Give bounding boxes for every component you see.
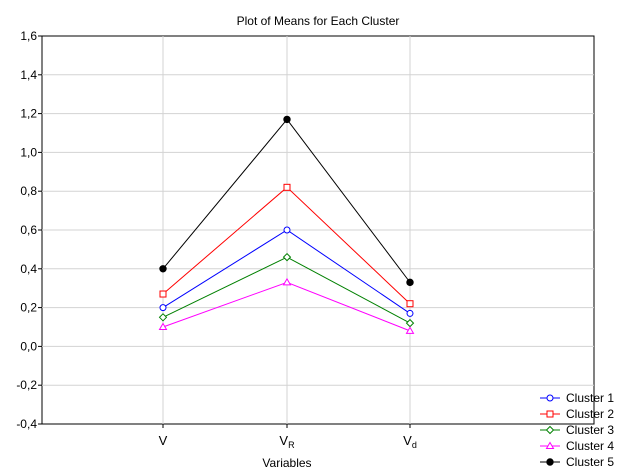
data-point <box>282 252 292 262</box>
x-axis-label: Variables <box>262 456 311 470</box>
y-tick-label: -0,4 <box>16 417 37 431</box>
series-cluster-3 <box>158 252 415 328</box>
x-tick-label-base: V <box>403 433 412 448</box>
y-tick-label: 0,2 <box>20 301 37 315</box>
series-cluster-4 <box>158 277 415 334</box>
x-tick-label-base: V <box>279 433 288 448</box>
data-point <box>159 290 167 298</box>
legend-label: Cluster 4 <box>566 439 614 453</box>
legend-marker <box>545 425 555 435</box>
y-tick-label: 1,0 <box>20 145 37 159</box>
data-point <box>283 115 291 124</box>
data-point <box>406 278 414 287</box>
data-point <box>159 265 167 273</box>
series-cluster-5 <box>159 115 414 287</box>
y-tick-label: 1,6 <box>20 29 37 43</box>
legend-item-cluster-4: Cluster 4 <box>540 439 614 453</box>
data-point <box>405 326 415 334</box>
x-axis: V VR Vd <box>159 424 417 450</box>
x-tick-label-subscript: d <box>412 440 417 450</box>
data-point <box>406 309 414 317</box>
y-tick-label: -0,2 <box>16 378 37 392</box>
data-point <box>282 277 292 286</box>
x-tick-label: Vd <box>403 433 417 450</box>
legend-marker <box>545 441 555 449</box>
legend-item-cluster-5: Cluster 5 <box>540 455 614 469</box>
series-cluster-2 <box>159 183 414 308</box>
legend-item-cluster-3: Cluster 3 <box>540 423 614 437</box>
series-cluster-1 <box>159 226 414 317</box>
legend-marker <box>546 394 554 402</box>
legend-label: Cluster 3 <box>566 423 614 437</box>
legend-marker <box>546 458 554 466</box>
y-tick-label: 0,8 <box>20 184 37 198</box>
legend-label: Cluster 1 <box>566 391 614 405</box>
data-point <box>159 304 167 312</box>
x-tick-label: V <box>159 433 168 448</box>
legend-label: Cluster 2 <box>566 407 614 421</box>
grid <box>42 36 594 424</box>
data-point <box>158 322 168 330</box>
legend-item-cluster-2: Cluster 2 <box>540 407 614 421</box>
y-axis: -0,4 -0,2 0,0 0,2 0,4 0,6 0,8 1,0 1,2 1,4 1,6 <box>16 29 42 431</box>
x-tick-label-subscript: R <box>288 440 295 450</box>
data-point <box>283 226 291 234</box>
data-point <box>158 313 168 322</box>
x-tick-label-base: V <box>159 433 168 448</box>
data-point <box>283 183 291 191</box>
legend-label: Cluster 5 <box>566 455 614 469</box>
data-point <box>406 300 414 308</box>
x-tick-label: VR <box>279 433 295 450</box>
y-tick-label: 0,4 <box>20 262 37 276</box>
series-layer <box>158 115 415 334</box>
legend-item-cluster-1: Cluster 1 <box>540 391 614 405</box>
legend-marker <box>546 410 554 418</box>
y-tick-label: 0,6 <box>20 223 37 237</box>
y-tick-label: 1,4 <box>20 68 37 82</box>
legend: Cluster 1 Cluster 2 Cluster 3 Cluster 4 Clus… <box>540 391 614 469</box>
y-tick-label: 1,2 <box>20 107 37 121</box>
chart-title: Plot of Means for Each Cluster <box>237 14 400 28</box>
y-tick-label: 0,0 <box>20 339 37 353</box>
